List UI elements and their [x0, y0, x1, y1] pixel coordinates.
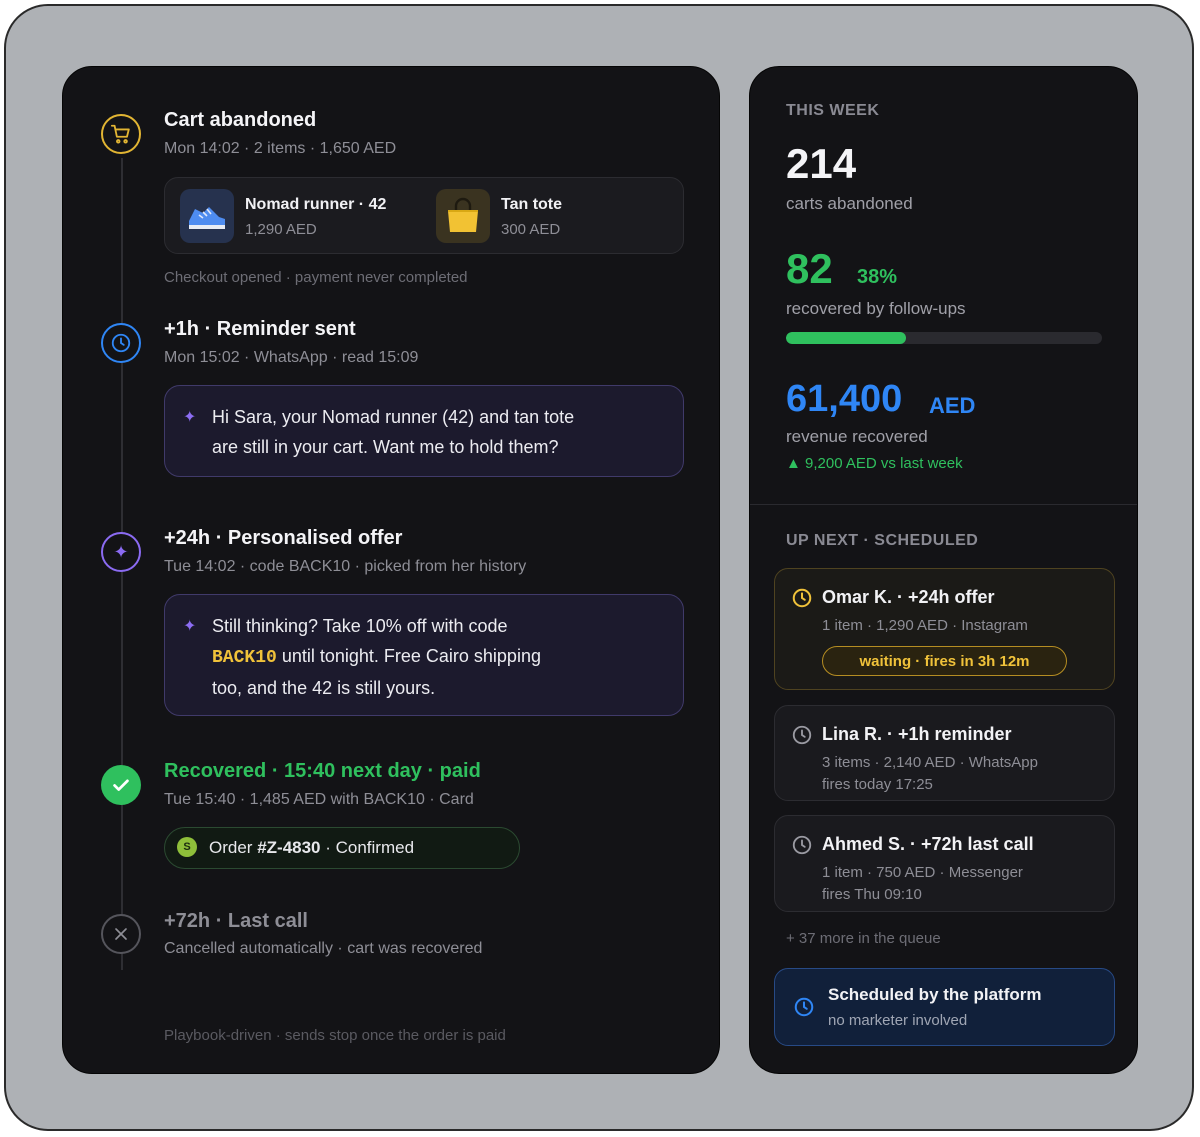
queue-item-details: 1 item · 1,290 AED · Instagram	[822, 617, 1028, 634]
queue-item-title: Omar K. · +24h offer	[822, 587, 995, 607]
clock-icon	[791, 587, 813, 614]
sparkle-icon: ✦	[101, 532, 141, 572]
reminder-message-text: Hi Sara, your Nomad runner (42) and tan …	[212, 407, 575, 457]
step-title-last-call: +72h · Last call	[164, 910, 308, 932]
reminder-message-bubble: ✦ Hi Sara, your Nomad runner (42) and ta…	[164, 385, 684, 477]
clock-icon	[101, 323, 141, 363]
cart-icon	[101, 114, 141, 154]
sneaker-icon	[180, 189, 234, 243]
order-text: Order #Z-4830 · Confirmed	[209, 838, 415, 857]
step-subtitle-cart-abandoned: Mon 14:02 · 2 items · 1,650 AED	[164, 140, 397, 157]
divider	[750, 504, 1137, 505]
platform-banner-title: Scheduled by the platform	[828, 985, 1042, 1004]
queue-item-details: 3 items · 2,140 AED · WhatsApp	[822, 754, 1038, 771]
product-name: Tan tote	[501, 196, 563, 213]
product-price: 300 AED	[501, 221, 561, 238]
step-title-offer: +24h · Personalised offer	[164, 527, 403, 549]
queue-item-title: Ahmed S. · +72h last call	[822, 834, 1034, 854]
queue-item-fire-time: fires Thu 09:10	[822, 886, 922, 903]
recovery-progress-bar	[786, 332, 1102, 344]
recovered-percent: 38%	[857, 266, 898, 288]
recovered-label: recovered by follow-ups	[786, 299, 966, 318]
abandoned-label: carts abandoned	[786, 194, 913, 213]
step-title-reminder: +1h · Reminder sent	[164, 318, 356, 340]
status-badge: waiting · fires in 3h 12m	[822, 646, 1067, 676]
product-name: Nomad runner · 42	[245, 196, 387, 213]
sparkle-icon: ✦	[183, 409, 197, 426]
queue-item[interactable]: Ahmed S. · +72h last call 1 item · 750 A…	[774, 815, 1115, 912]
revenue-value: 61,400	[786, 378, 903, 420]
step-subtitle-last-call: Cancelled automatically · cart was recov…	[164, 940, 483, 957]
sparkle-icon: ✦	[183, 618, 197, 635]
recovered-count: 82	[786, 245, 833, 292]
discount-code: BACK10	[212, 648, 277, 668]
queue-item-title: Lina R. · +1h reminder	[822, 724, 1012, 744]
platform-scheduled-banner: Scheduled by the platform no marketer in…	[774, 968, 1115, 1046]
close-icon	[101, 914, 141, 954]
week-label: THIS WEEK	[786, 102, 880, 119]
tote-bag-icon	[436, 189, 490, 243]
step-subtitle-recovered: Tue 15:40 · 1,485 AED with BACK10 · Card	[164, 791, 474, 808]
offer-message-bubble: ✦ Still thinking? Take 10% off with code…	[164, 594, 684, 716]
order-number: #Z-4830	[257, 838, 321, 857]
store-badge-icon: S	[177, 837, 197, 857]
checkout-note: Checkout opened · payment never complete…	[164, 269, 468, 286]
stats-panel: THIS WEEK 214 carts abandoned 82 38% rec…	[749, 66, 1138, 1074]
queue-item-details: 1 item · 750 AED · Messenger	[822, 864, 1023, 881]
queue-item[interactable]: Omar K. · +24h offer 1 item · 1,290 AED …	[774, 568, 1115, 690]
cart-products: Nomad runner · 42 1,290 AED Tan tote 300…	[164, 177, 684, 254]
step-title-cart-abandoned: Cart abandoned	[164, 109, 317, 131]
queue-item[interactable]: Lina R. · +1h reminder 3 items · 2,140 A…	[774, 705, 1115, 801]
platform-banner-subtitle: no marketer involved	[828, 1012, 968, 1029]
abandoned-count: 214	[786, 140, 857, 187]
order-confirmation-pill[interactable]: S Order #Z-4830 · Confirmed	[164, 827, 520, 869]
step-subtitle-reminder: Mon 15:02 · WhatsApp · read 15:09	[164, 349, 419, 366]
clock-icon	[793, 996, 815, 1023]
queue-more-link[interactable]: + 37 more in the queue	[786, 930, 941, 947]
clock-icon	[791, 724, 813, 751]
playbook-footer-note: Playbook-driven · sends stop once the or…	[164, 1027, 506, 1044]
step-subtitle-offer: Tue 14:02 · code BACK10 · picked from he…	[164, 558, 527, 575]
clock-icon	[791, 834, 813, 861]
offer-message-text: Still thinking? Take 10% off with code B…	[212, 616, 541, 698]
revenue-delta: ▲ 9,200 AED vs last week	[786, 455, 963, 472]
checkmark-icon	[101, 765, 141, 805]
product-price: 1,290 AED	[245, 221, 317, 238]
queue-item-fire-time: fires today 17:25	[822, 776, 933, 793]
step-title-recovered: Recovered · 15:40 next day · paid	[164, 760, 481, 782]
revenue-label: revenue recovered	[786, 427, 928, 446]
revenue-currency: AED	[929, 393, 976, 418]
recovery-progress-fill	[786, 332, 907, 344]
queue-label: UP NEXT · SCHEDULED	[786, 532, 979, 549]
